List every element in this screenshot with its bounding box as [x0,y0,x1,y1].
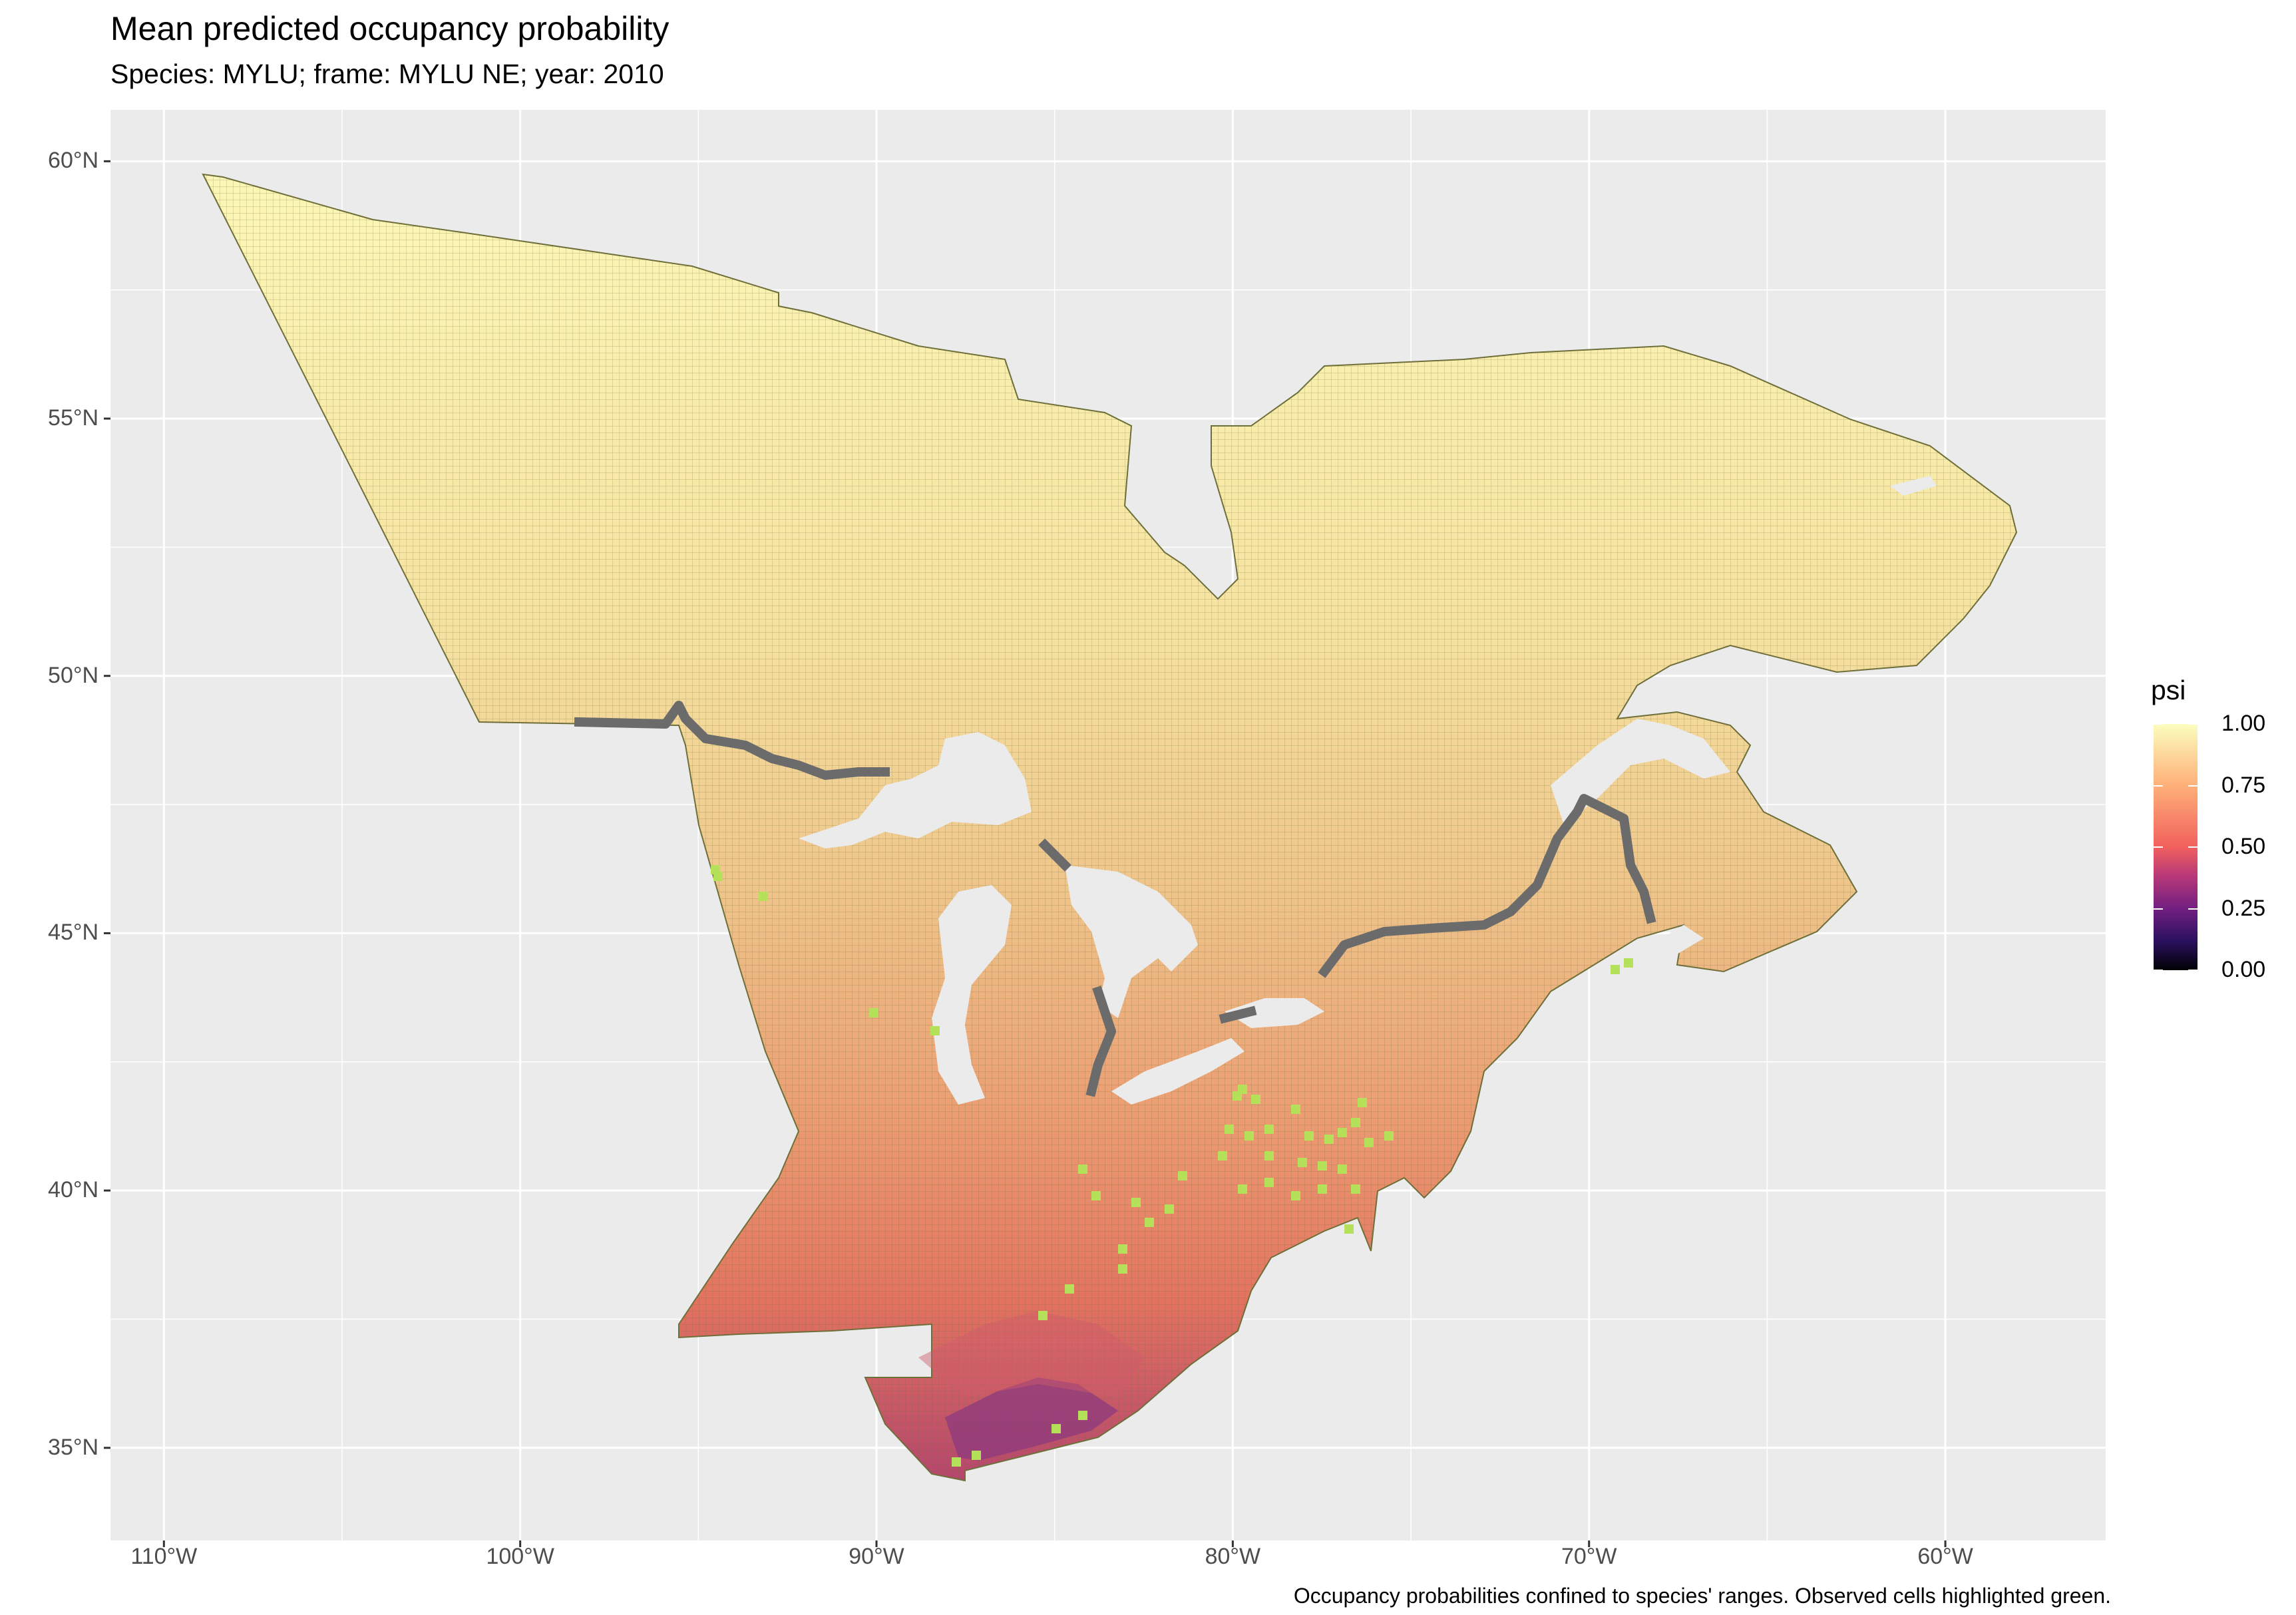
y-tick-label: 50°N [48,662,98,688]
y-tick-label: 35°N [48,1434,98,1460]
observed-cell [1225,1125,1234,1134]
legend-label: 0.50 [2221,834,2266,859]
observed-cell [1264,1151,1274,1161]
observed-cell [1351,1184,1360,1194]
observed-cell [1384,1131,1394,1141]
chart-caption: Occupancy probabilities confined to spec… [1293,1584,2111,1608]
chart-subtitle: Species: MYLU; frame: MYLU NE; year: 201… [110,59,664,89]
observed-cell [1078,1165,1087,1174]
observed-cell [1291,1191,1300,1200]
observed-cell [1118,1244,1127,1254]
observed-cell [759,892,768,901]
observed-cell [1291,1105,1300,1114]
y-tick-label: 55°N [48,405,98,431]
observed-cell [930,1026,940,1035]
observed-cell [1145,1218,1154,1227]
legend-tick [2154,723,2163,725]
lake-mistassini [1890,476,1937,496]
low-occupancy-area [945,1377,1118,1461]
lake-huron [1065,865,1198,1018]
observed-cell [1233,1091,1242,1101]
observed-cell [1065,1284,1074,1294]
observed-cell [1318,1161,1327,1170]
y-tick-label: 45°N [48,920,98,946]
chart-title: Mean predicted occupancy probability [110,10,670,47]
observed-cell [1238,1184,1247,1194]
legend-tick [2154,785,2163,787]
bay-of-fundy [1650,925,1704,958]
observed-cell [1118,1264,1127,1274]
lake-superior [799,732,1032,848]
legend-tick [2154,846,2163,848]
observed-cell [713,872,723,881]
x-tick-label: 110°W [130,1544,198,1569]
observed-cell [972,1451,981,1460]
observed-cell [1218,1151,1227,1161]
legend-tick [2188,723,2198,725]
observed-cell [1324,1135,1334,1144]
observed-cell [1304,1131,1314,1141]
observed-cell [1344,1224,1354,1234]
lake-michigan [932,885,1012,1105]
y-tick-label: 40°N [48,1177,98,1203]
y-axis-ticks [104,160,110,1449]
mid-low-occupancy-area [918,1311,1145,1397]
range-region [202,173,2018,1482]
observed-cell [1078,1411,1087,1420]
gulf-of-st-lawrence [1551,719,1730,825]
x-tick-label: 100°W [486,1544,554,1569]
lake-erie [1111,1038,1244,1105]
cell-grid-overlay [203,174,2016,1481]
observed-cell [1251,1095,1260,1104]
legend-label: 1.00 [2221,711,2266,736]
observed-cell [1091,1191,1101,1200]
observed-cell [1178,1171,1187,1180]
observed-cell [1364,1138,1374,1147]
observed-cell [1264,1125,1274,1134]
legend-label: 0.25 [2221,895,2266,921]
legend-tick [2154,908,2163,910]
observed-cell [869,1008,878,1017]
observed-cell [952,1457,961,1467]
legend-tick [2188,970,2198,971]
observed-cell [1264,1178,1274,1187]
observed-cell [1244,1131,1254,1141]
observed-cell [1318,1184,1327,1194]
observed-cell [1351,1118,1360,1127]
observed-cell [1038,1311,1048,1320]
legend-tick [2154,970,2163,971]
legend-label: 0.75 [2221,772,2266,798]
x-tick-label: 80°W [1205,1544,1261,1569]
legend-tick [2188,908,2198,910]
legend-label: 0.00 [2221,957,2266,982]
observed-cell [1338,1165,1347,1174]
observed-cell [1165,1204,1174,1214]
observed-cell [1624,958,1633,968]
lake-ontario [1225,998,1324,1028]
legend-title: psi [2151,675,2186,705]
observed-cell [1358,1098,1367,1107]
x-axis-ticks [162,1540,1947,1547]
border-cells [574,701,1656,1097]
observed-cell [1611,965,1620,974]
legend-tick [2188,846,2198,848]
x-tick-label: 60°W [1917,1544,1973,1569]
legend-tick [2188,785,2198,787]
observed-cell [1131,1198,1141,1207]
x-tick-label: 70°W [1561,1544,1617,1569]
observed-cell [1298,1158,1307,1167]
observed-cell [1338,1128,1347,1137]
observed-cells [711,865,1633,1467]
y-tick-label: 60°N [48,148,98,174]
observed-cell [1052,1424,1061,1433]
x-tick-label: 90°W [849,1544,904,1569]
